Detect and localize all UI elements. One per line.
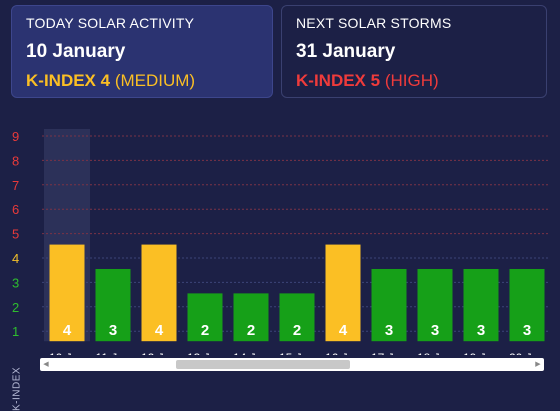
chart-scrollbar[interactable]: ◀ ▶: [40, 358, 544, 371]
scroll-thumb[interactable]: [176, 360, 350, 369]
bar: [49, 244, 85, 342]
bar-value-label: 3: [431, 322, 439, 339]
bar-value-label: 2: [201, 322, 209, 339]
bar: [463, 268, 499, 342]
x-tick-label: 20 Jan: [509, 351, 545, 355]
today-k-value: K-INDEX 4: [26, 71, 111, 90]
today-k-level: (MEDIUM): [114, 71, 196, 90]
y-tick-label: 9: [12, 129, 19, 144]
x-tick-label: 18 Jan: [417, 351, 453, 355]
bar-value-label: 2: [247, 322, 255, 339]
bar-value-label: 4: [339, 322, 348, 339]
bar: [141, 244, 177, 342]
y-tick-label: 5: [12, 227, 19, 242]
x-tick-label: 10 Jan: [49, 351, 85, 355]
y-tick-label: 1: [12, 324, 19, 339]
y-tick-label: 2: [12, 300, 19, 315]
today-card-label: TODAY SOLAR ACTIVITY: [26, 15, 195, 31]
bar: [417, 268, 453, 342]
x-tick-label: 17 Jan: [371, 351, 407, 355]
next-storms-card: NEXT SOLAR STORMS 31 January K-INDEX 5 (…: [281, 5, 547, 98]
next-k-value: K-INDEX 5: [296, 71, 381, 90]
next-card-label: NEXT SOLAR STORMS: [296, 15, 452, 31]
bar-value-label: 3: [523, 322, 531, 339]
x-tick-label: 11 Jan: [95, 351, 130, 355]
bar: [279, 293, 315, 342]
bar-value-label: 3: [109, 322, 117, 339]
next-k-index: K-INDEX 5 (HIGH): [296, 71, 532, 91]
x-tick-label: 19 Jan: [463, 351, 499, 355]
x-tick-label: 13 Jan: [187, 351, 223, 355]
next-k-level: (HIGH): [384, 71, 439, 90]
bar: [509, 268, 545, 342]
y-tick-label: 4: [12, 251, 19, 266]
scroll-right-arrow-icon[interactable]: ▶: [535, 361, 541, 368]
y-tick-label: 3: [12, 275, 19, 290]
bar: [95, 268, 131, 342]
today-date: 10 January: [26, 41, 126, 62]
x-tick-label: 12 Jan: [141, 351, 177, 355]
x-tick-label: 16 Jan: [325, 351, 361, 355]
y-tick-label: 8: [12, 153, 19, 168]
y-axis-label: K-INDEX: [2, 367, 32, 411]
bar-value-label: 2: [293, 322, 301, 339]
bar-value-label: 3: [385, 322, 393, 339]
y-axis-label-text: K-INDEX: [11, 366, 23, 411]
scroll-left-arrow-icon[interactable]: ◀: [43, 361, 49, 368]
bar: [325, 244, 361, 342]
x-tick-label: 14 Jan: [233, 351, 269, 355]
bar-value-label: 3: [477, 322, 485, 339]
next-date: 31 January: [296, 41, 396, 62]
bar-value-label: 4: [155, 322, 164, 339]
bar: [233, 293, 269, 342]
y-tick-label: 6: [12, 202, 19, 217]
x-tick-label: 15 Jan: [279, 351, 315, 355]
bar-value-label: 4: [63, 322, 72, 339]
today-activity-card: TODAY SOLAR ACTIVITY 10 January K-INDEX …: [11, 5, 273, 98]
k-index-bar-chart: 1 2 3 4 5 6 7 8 9 4 10 Jan 3 11 Jan 4 12 Jan 2 13 Jan 2 14…: [12, 129, 548, 355]
bar: [187, 293, 223, 342]
y-tick-label: 7: [12, 178, 19, 193]
today-k-index: K-INDEX 4 (MEDIUM): [26, 71, 258, 91]
bar: [371, 268, 407, 342]
